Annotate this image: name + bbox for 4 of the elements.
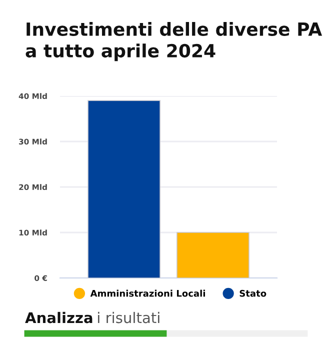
legend-label: Amministrazioni Locali — [90, 290, 205, 297]
chart-title: Investimenti delle diverse PA a tutto aprile 2024 — [26, 22, 322, 62]
legend-label: Stato — [240, 290, 266, 297]
text: Analizza i risultati — [25, 312, 160, 324]
